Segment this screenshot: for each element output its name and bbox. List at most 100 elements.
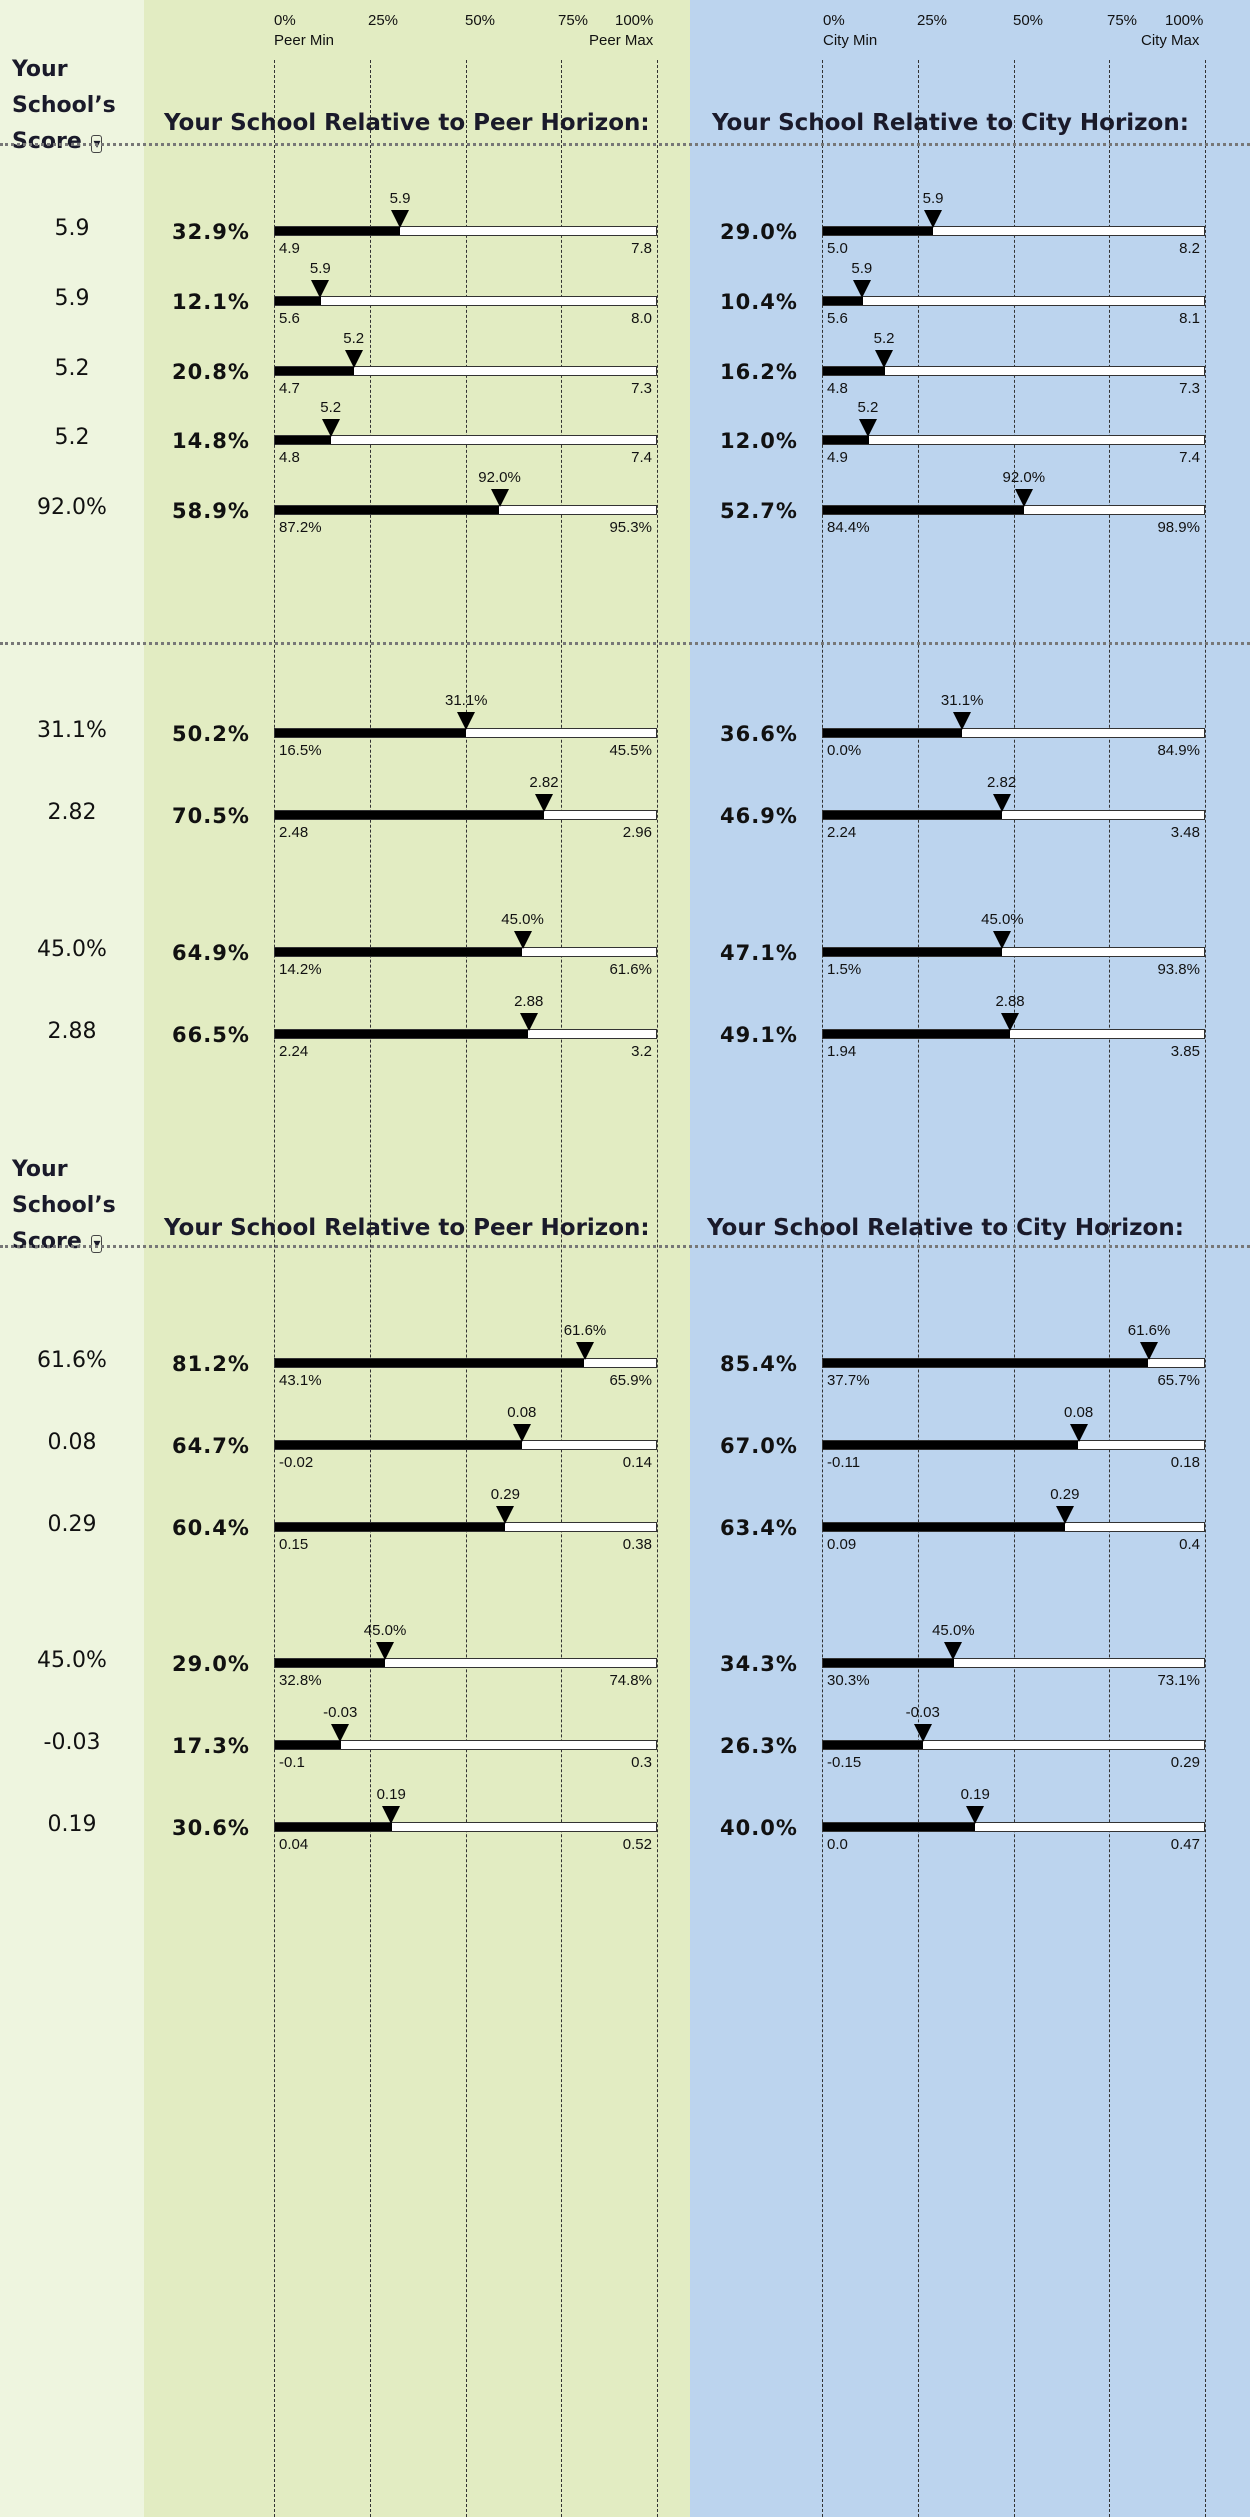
city-percentile: 40.0% [720, 1816, 798, 1840]
school-score: 61.6% [37, 1348, 107, 1373]
city-marker-value: 2.82 [987, 774, 1017, 791]
peer-marker-value: 5.9 [309, 260, 331, 277]
peer-range-max: 0.14 [622, 1454, 652, 1471]
peer-range-min: 87.2% [279, 519, 322, 536]
city-score-marker-icon [966, 1806, 985, 1824]
sort-arrow-icon[interactable]: ▾ [91, 1235, 103, 1253]
peer-bar-fill [275, 367, 355, 375]
city-range-max: 8.2 [1179, 240, 1200, 257]
peer-marker-value: 0.29 [490, 1486, 520, 1503]
peer-gridline-75 [561, 60, 563, 2517]
peer-bar [274, 1358, 657, 1368]
peer-bar [274, 296, 657, 306]
city-percentile: 85.4% [720, 1352, 798, 1376]
city-bar [822, 810, 1205, 820]
city-bar-fill [823, 1823, 976, 1831]
city-percentile: 29.0% [720, 220, 798, 244]
peer-range-min: 0.04 [279, 1836, 309, 1853]
peer-bar [274, 505, 657, 515]
peer-score-marker-icon [513, 931, 532, 949]
city-bar [822, 1522, 1205, 1532]
city-range-min: -0.11 [827, 1454, 861, 1471]
school-score: 5.9 [54, 286, 90, 311]
city-score-marker-icon [1001, 1013, 1020, 1031]
peer-range-min: 5.6 [279, 310, 300, 327]
peer-percentile: 30.6% [172, 1816, 250, 1840]
school-score: 45.0% [37, 937, 107, 962]
city-marker-value: 45.0% [932, 1622, 975, 1639]
city-range-min: 5.0 [827, 240, 848, 257]
peer-bar [274, 1822, 657, 1832]
peer-bar-fill [275, 297, 322, 305]
city-bar [822, 1658, 1205, 1668]
score-column-header: Your School’s Score ▾ [12, 57, 116, 154]
peer-score-marker-icon [344, 350, 363, 368]
peer-marker-value: 31.1% [444, 692, 488, 709]
peer-range-max: 0.52 [622, 1836, 652, 1853]
peer-marker-value: 45.0% [501, 911, 544, 928]
city-bar-fill [823, 436, 869, 444]
peer-percentile: 29.0% [172, 1652, 250, 1676]
peer-bar-fill [275, 1030, 529, 1038]
peer-percentile: 64.7% [172, 1434, 250, 1458]
city-bar-fill [823, 1359, 1149, 1367]
city-range-min: 0.0 [827, 1836, 848, 1853]
peer-range-max: 45.5% [609, 742, 652, 759]
city-min-label: City Min [823, 32, 878, 49]
city-range-min: 37.7% [827, 1372, 870, 1389]
peer-bar-fill [275, 729, 467, 737]
peer-range-max: 65.9% [609, 1372, 652, 1389]
city-bar [822, 366, 1205, 376]
peer-score-marker-icon [382, 1806, 401, 1824]
city-percentile: 63.4% [720, 1516, 798, 1540]
city-tick-75: 75% [1107, 12, 1138, 29]
section-divider-2 [0, 1245, 1250, 1248]
peer-column [144, 0, 690, 2517]
peer-range-min: 14.2% [279, 961, 322, 978]
city-percentile: 26.3% [720, 1734, 798, 1758]
school-score: 45.0% [37, 1648, 107, 1673]
city-bar-fill [823, 1741, 924, 1749]
peer-marker-value: 2.82 [529, 774, 559, 791]
city-range-max: 8.1 [1179, 310, 1200, 327]
school-score: -0.03 [43, 1730, 101, 1755]
city-range-min: 0.0% [827, 742, 862, 759]
peer-marker-value: 0.19 [376, 1786, 406, 1803]
peer-bar [274, 1522, 657, 1532]
peer-bar [274, 226, 657, 236]
city-gridline-0 [822, 60, 823, 2517]
peer-bar-fill [275, 506, 500, 514]
city-tick-100: 100% [1165, 12, 1204, 29]
city-score-marker-icon [852, 280, 871, 298]
city-marker-value: 2.88 [995, 993, 1025, 1010]
peer-range-max: 74.8% [609, 1672, 652, 1689]
city-percentile: 67.0% [720, 1434, 798, 1458]
school-score: 5.2 [54, 425, 90, 450]
city-bar [822, 1740, 1205, 1750]
city-marker-value: 31.1% [940, 692, 984, 709]
city-range-min: 4.8 [827, 380, 848, 397]
peer-range-max: 0.3 [631, 1754, 652, 1771]
peer-range-min: 16.5% [279, 742, 322, 759]
score-column-header-2: Your School’s Score ▾ [12, 1157, 116, 1254]
city-horizon-title-2: Your School Relative to City Horizon: [707, 1215, 1184, 1241]
peer-marker-value: -0.03 [323, 1704, 358, 1721]
city-score-marker-icon [1069, 1424, 1088, 1442]
peer-range-min: 0.15 [279, 1536, 309, 1553]
peer-range-max: 8.0 [631, 310, 652, 327]
peer-range-max: 95.3% [609, 519, 652, 536]
peer-score-marker-icon [490, 489, 509, 507]
city-marker-value: 5.2 [873, 330, 895, 347]
city-range-min: 4.9 [827, 449, 848, 466]
city-column [690, 0, 1250, 2517]
city-tick-0: 0% [823, 12, 845, 29]
city-score-marker-icon [992, 794, 1011, 812]
city-marker-value: 0.29 [1050, 1486, 1080, 1503]
peer-bar-fill [275, 1823, 392, 1831]
peer-score-marker-icon [535, 794, 553, 812]
school-score: 2.88 [47, 1019, 97, 1044]
city-bar [822, 226, 1205, 236]
city-marker-value: -0.03 [905, 1704, 940, 1721]
school-score: 0.29 [47, 1512, 97, 1537]
city-horizon-title: Your School Relative to City Horizon: [712, 110, 1189, 136]
